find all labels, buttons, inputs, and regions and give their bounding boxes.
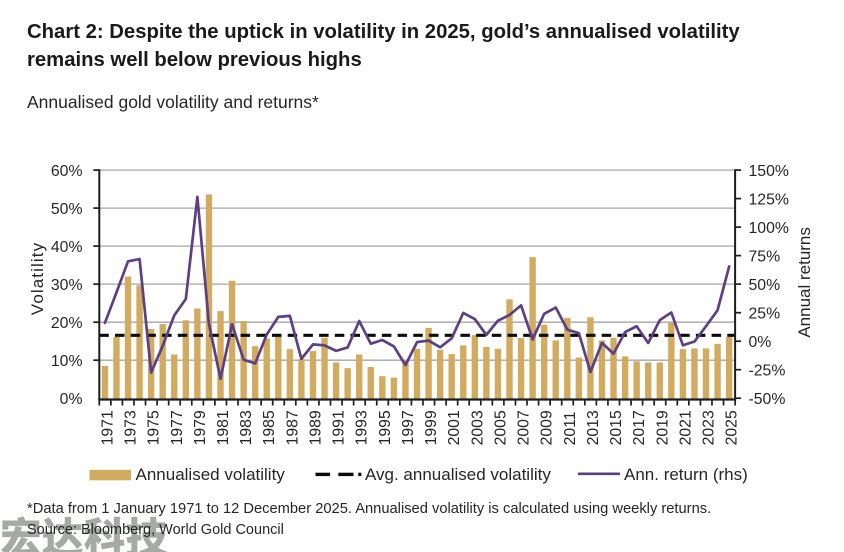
svg-text:1991: 1991 — [331, 410, 348, 445]
svg-text:1973: 1973 — [123, 410, 140, 445]
svg-text:1981: 1981 — [215, 410, 232, 445]
svg-text:1997: 1997 — [400, 410, 417, 445]
svg-text:30%: 30% — [51, 277, 83, 294]
svg-text:50%: 50% — [749, 277, 781, 294]
svg-text:25%: 25% — [749, 306, 781, 323]
svg-text:Avg. annualised volatility: Avg. annualised volatility — [365, 465, 551, 484]
svg-text:1993: 1993 — [354, 410, 371, 445]
svg-text:2015: 2015 — [608, 410, 625, 445]
svg-text:0%: 0% — [749, 334, 772, 351]
svg-text:100%: 100% — [749, 220, 789, 237]
svg-text:2001: 2001 — [446, 410, 463, 445]
svg-text:125%: 125% — [749, 191, 789, 208]
svg-text:1971: 1971 — [99, 410, 116, 445]
svg-text:2017: 2017 — [631, 410, 648, 445]
svg-text:50%: 50% — [51, 201, 83, 218]
svg-text:0%: 0% — [60, 391, 83, 408]
svg-text:2021: 2021 — [677, 410, 694, 445]
svg-text:2023: 2023 — [701, 410, 718, 445]
svg-text:75%: 75% — [749, 248, 781, 265]
svg-text:1983: 1983 — [238, 410, 255, 445]
svg-text:1975: 1975 — [146, 410, 163, 445]
svg-text:2005: 2005 — [492, 410, 509, 445]
svg-text:20%: 20% — [51, 315, 83, 332]
svg-text:1979: 1979 — [192, 410, 209, 445]
svg-text:10%: 10% — [51, 353, 83, 370]
svg-text:60%: 60% — [51, 163, 83, 180]
svg-text:1987: 1987 — [284, 410, 301, 445]
svg-text:Ann. return (rhs): Ann. return (rhs) — [624, 465, 748, 484]
svg-text:1977: 1977 — [169, 410, 186, 445]
svg-text:150%: 150% — [749, 163, 789, 180]
svg-text:1985: 1985 — [261, 410, 278, 445]
svg-text:2007: 2007 — [516, 410, 533, 445]
svg-text:2011: 2011 — [562, 411, 579, 445]
svg-text:2009: 2009 — [539, 410, 556, 445]
svg-text:1999: 1999 — [423, 410, 440, 445]
svg-text:2025: 2025 — [724, 410, 741, 445]
svg-text:2013: 2013 — [585, 410, 602, 445]
svg-text:1989: 1989 — [307, 410, 324, 445]
svg-text:Annualised volatility: Annualised volatility — [136, 465, 286, 484]
svg-text:2003: 2003 — [469, 410, 486, 445]
svg-text:-25%: -25% — [749, 363, 786, 380]
svg-text:40%: 40% — [51, 239, 83, 256]
svg-text:Volatility: Volatility — [28, 242, 47, 315]
svg-text:2019: 2019 — [654, 410, 671, 445]
svg-text:Annual returns: Annual returns — [795, 227, 814, 338]
svg-text:-50%: -50% — [749, 391, 786, 408]
svg-text:1995: 1995 — [377, 410, 394, 445]
